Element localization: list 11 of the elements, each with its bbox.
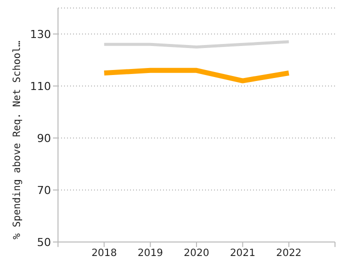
x-tick-label: 2020: [184, 248, 210, 260]
y-tick-label: 130: [30, 28, 51, 41]
x-tick-label: 2019: [138, 248, 164, 260]
x-tick-label: 2022: [276, 248, 302, 260]
y-axis-title: % Spending above Req. Net School…: [12, 40, 23, 240]
y-tick-label: 110: [30, 80, 51, 93]
y-tick-label: 90: [37, 132, 51, 145]
x-tick-label: 2021: [230, 248, 256, 260]
x-tick-label: 2018: [91, 248, 117, 260]
y-tick-label: 50: [37, 236, 51, 249]
y-tick-label: 70: [37, 184, 51, 197]
